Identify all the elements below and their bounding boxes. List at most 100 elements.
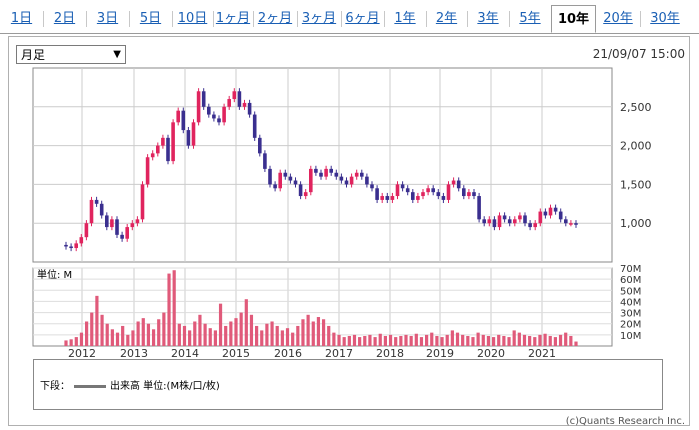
candle-body xyxy=(405,188,410,193)
volume-bar xyxy=(327,325,331,346)
candle-body xyxy=(207,106,211,115)
tab-separator xyxy=(384,11,385,27)
volume-bar xyxy=(548,335,552,346)
volume-bar xyxy=(564,332,568,346)
volume-bar xyxy=(79,332,84,346)
tab-20年[interactable]: 20年 xyxy=(603,11,633,26)
tab-10年[interactable]: 10年 xyxy=(551,5,596,33)
volume-bar xyxy=(260,330,264,346)
x-tick-label: 2016 xyxy=(274,347,302,360)
candle-body xyxy=(247,102,252,115)
volume-bar xyxy=(522,334,527,346)
candle-body xyxy=(487,219,492,224)
candle-body xyxy=(258,137,262,154)
candle-body xyxy=(411,192,415,200)
price-tick-label: 2,000 xyxy=(620,140,652,153)
volume-bar xyxy=(476,332,480,346)
volume-bar xyxy=(151,329,156,346)
volume-bar xyxy=(419,337,424,346)
candle-body xyxy=(436,192,441,197)
volume-bar xyxy=(229,321,233,346)
candle-body xyxy=(441,196,446,200)
volume-bar xyxy=(471,337,475,346)
volume-bar xyxy=(311,321,315,346)
volume-bar xyxy=(95,295,99,346)
volume-bar xyxy=(177,323,181,346)
tab-separator xyxy=(426,11,427,27)
volume-bar xyxy=(507,337,511,346)
x-tick-label: 2013 xyxy=(120,347,148,360)
candle-body xyxy=(482,219,486,224)
tab-3日[interactable]: 3日 xyxy=(96,11,119,26)
candle-body xyxy=(120,234,124,239)
tab-30年[interactable]: 30年 xyxy=(650,11,680,26)
volume-unit-label: 単位: M xyxy=(37,268,72,281)
x-tick-label: 2018 xyxy=(376,347,404,360)
volume-tick-label: 60M xyxy=(620,275,641,286)
volume-tick-label: 20M xyxy=(620,320,641,331)
candle-body xyxy=(400,184,405,189)
candle-body xyxy=(217,118,221,123)
volume-tick-label: 30M xyxy=(620,309,641,320)
volume-bar xyxy=(296,325,300,346)
volume-bar xyxy=(414,333,418,346)
tab-5年[interactable]: 5年 xyxy=(519,11,541,26)
period-select[interactable]: 月足 ▼ xyxy=(16,45,126,64)
tab-separator xyxy=(213,11,214,27)
candle-body xyxy=(497,215,502,228)
tab-separator xyxy=(253,11,254,27)
candle-body xyxy=(64,244,68,247)
volume-bar xyxy=(193,321,197,346)
tab-1ヶ月[interactable]: 1ヶ月 xyxy=(215,11,251,26)
candle-body xyxy=(105,215,109,228)
volume-bar xyxy=(141,318,145,346)
candle-body xyxy=(186,130,191,146)
candle-body xyxy=(380,196,384,200)
candle-body xyxy=(293,180,298,185)
candle-body xyxy=(385,196,390,200)
candle-body xyxy=(227,99,231,107)
tab-1年[interactable]: 1年 xyxy=(394,11,416,26)
tab-5日[interactable]: 5日 xyxy=(139,11,162,26)
tab-10日[interactable]: 10日 xyxy=(177,11,208,26)
candle-body xyxy=(145,157,150,185)
period-select-value: 月足 xyxy=(21,48,46,62)
candle-body xyxy=(268,168,272,185)
candle-body xyxy=(181,110,186,131)
chevron-down-icon: ▼ xyxy=(113,49,121,60)
candle-body xyxy=(518,215,522,220)
candle-body xyxy=(278,172,282,189)
x-tick-label: 2012 xyxy=(68,347,96,360)
volume-bar xyxy=(301,319,305,346)
candle-body xyxy=(288,176,293,181)
volume-bar xyxy=(502,335,506,346)
tab-3ヶ月[interactable]: 3ヶ月 xyxy=(301,11,337,26)
tab-2年[interactable]: 2年 xyxy=(435,11,458,26)
tab-3年[interactable]: 3年 xyxy=(477,11,499,26)
candle-body xyxy=(472,192,476,197)
candle-body xyxy=(344,180,349,185)
tab-separator xyxy=(297,11,298,27)
volume-bar xyxy=(255,325,259,346)
candle-body xyxy=(125,227,129,239)
tab-1日[interactable]: 1日 xyxy=(10,11,33,26)
candle-body xyxy=(94,199,99,204)
tab-2ヶ月[interactable]: 2ヶ月 xyxy=(257,11,293,26)
candle-body xyxy=(477,196,481,220)
volume-bar xyxy=(316,317,321,346)
volume-bar xyxy=(481,334,485,346)
tab-2日[interactable]: 2日 xyxy=(53,11,76,26)
volume-bar xyxy=(466,335,470,346)
candle-body xyxy=(538,211,543,224)
tab-6ヶ月[interactable]: 6ヶ月 xyxy=(345,11,380,26)
volume-bar xyxy=(234,318,238,346)
volume-bar xyxy=(182,325,187,346)
x-tick-label: 2017 xyxy=(325,347,353,360)
candle-body xyxy=(395,184,400,197)
volume-bar xyxy=(69,339,73,346)
candle-body xyxy=(446,184,451,200)
volume-bar xyxy=(306,314,310,346)
volume-bar xyxy=(553,337,557,346)
volume-bar xyxy=(64,340,68,346)
